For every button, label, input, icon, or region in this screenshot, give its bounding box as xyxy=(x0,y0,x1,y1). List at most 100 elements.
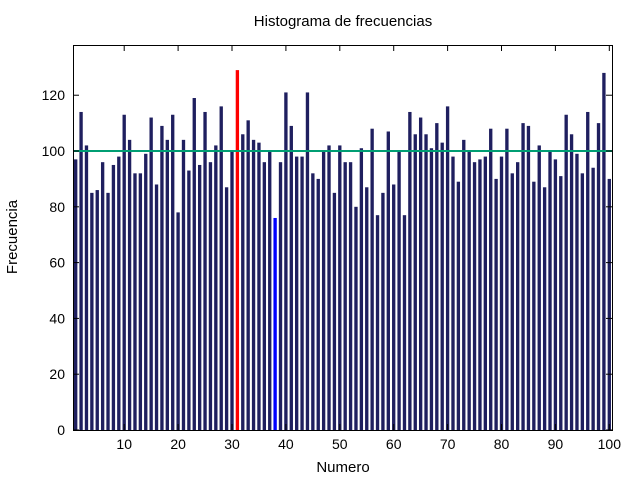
y-tick-label: 40 xyxy=(49,310,65,326)
bar-94 xyxy=(575,153,579,431)
bar-28 xyxy=(219,106,223,430)
bar-23 xyxy=(192,98,196,430)
bar-73 xyxy=(462,139,466,431)
bar-39 xyxy=(278,162,283,431)
bars-group xyxy=(74,70,611,431)
bar-92 xyxy=(564,114,568,430)
x-tick-label: 40 xyxy=(278,436,294,452)
bar-72 xyxy=(456,181,461,430)
bar-40 xyxy=(284,92,288,431)
bar-69 xyxy=(440,142,444,430)
bar-45 xyxy=(311,173,315,430)
x-tick-label: 50 xyxy=(332,436,348,452)
bar-46 xyxy=(316,178,320,430)
bar-3 xyxy=(84,145,89,430)
bar-35 xyxy=(257,142,261,430)
bar-55 xyxy=(365,187,369,430)
bar-79 xyxy=(494,178,498,430)
bar-27 xyxy=(214,145,218,430)
y-tick-label: 80 xyxy=(49,199,65,215)
bar-61 xyxy=(397,151,401,430)
bar-68 xyxy=(435,123,439,431)
bar-88 xyxy=(542,187,547,430)
x-tick-label: 10 xyxy=(116,436,132,452)
x-tick-label: 60 xyxy=(386,436,402,452)
bar-53 xyxy=(354,206,358,430)
bar-52 xyxy=(348,162,353,431)
bar-33 xyxy=(246,120,250,430)
bar-5 xyxy=(95,190,99,430)
bar-19 xyxy=(171,114,175,430)
bar-93 xyxy=(569,134,574,430)
bar-70 xyxy=(445,106,450,430)
bar-18 xyxy=(165,139,169,431)
y-tick-label: 100 xyxy=(42,143,66,159)
x-axis-ticks: 10 20 30 40 50 60 70 80 90 100 xyxy=(116,45,621,452)
bar-51 xyxy=(343,162,347,431)
bar-42 xyxy=(295,156,299,430)
bar-76 xyxy=(478,159,482,430)
bar-4 xyxy=(90,192,94,430)
bar-50 xyxy=(338,145,342,430)
bar-99 xyxy=(602,72,606,431)
bar-58 xyxy=(381,192,385,430)
bar-66 xyxy=(424,134,428,430)
bar-97 xyxy=(591,167,595,430)
bar-54 xyxy=(359,148,364,430)
bar-90 xyxy=(553,159,558,430)
bar-85 xyxy=(526,125,531,430)
y-tick-label: 20 xyxy=(49,366,65,382)
bar-96 xyxy=(586,111,590,431)
bar-16 xyxy=(154,184,159,430)
bar-57 xyxy=(375,215,380,430)
x-tick-label: 70 xyxy=(440,436,456,452)
bar-7 xyxy=(106,192,110,430)
bar-36 xyxy=(262,162,267,431)
bar-29 xyxy=(224,187,229,430)
bar-48 xyxy=(327,145,331,430)
x-tick-label: 30 xyxy=(224,436,240,452)
bar-47 xyxy=(321,151,326,430)
bar-22 xyxy=(187,170,191,431)
x-tick-label: 20 xyxy=(170,436,186,452)
y-tick-label: 0 xyxy=(57,422,65,438)
y-axis-label: Frecuencia xyxy=(4,199,21,274)
bar-44 xyxy=(305,92,310,431)
bar-77 xyxy=(483,156,487,430)
bar-25 xyxy=(203,111,207,431)
bar-80 xyxy=(499,156,504,430)
bar-60 xyxy=(392,184,396,430)
bar-1 xyxy=(74,159,78,430)
x-tick-label: 100 xyxy=(598,436,622,452)
bar-38 xyxy=(273,217,277,430)
bar-8 xyxy=(111,164,116,430)
bar-17 xyxy=(160,125,164,430)
bar-63 xyxy=(408,111,412,431)
bar-82 xyxy=(510,173,514,430)
bar-9 xyxy=(117,156,121,430)
bar-67 xyxy=(429,148,434,430)
bar-87 xyxy=(537,145,541,430)
bar-12 xyxy=(133,173,137,430)
x-axis-label: Numero xyxy=(316,459,369,476)
bar-91 xyxy=(559,176,563,430)
bar-84 xyxy=(521,123,525,431)
bar-24 xyxy=(197,164,202,430)
bar-43 xyxy=(300,156,304,430)
bar-59 xyxy=(386,131,390,431)
bar-83 xyxy=(516,162,520,431)
bar-98 xyxy=(596,123,601,431)
y-tick-label: 120 xyxy=(42,87,66,103)
x-tick-label: 80 xyxy=(494,436,510,452)
bar-37 xyxy=(268,151,272,430)
bar-71 xyxy=(451,156,455,430)
bar-26 xyxy=(208,162,213,431)
bar-15 xyxy=(149,117,153,430)
bar-10 xyxy=(122,114,126,430)
bar-14 xyxy=(144,153,148,431)
bar-74 xyxy=(467,151,471,430)
y-axis-ticks: 0 20 40 60 80 100 120 xyxy=(42,87,612,438)
bar-86 xyxy=(532,181,536,430)
bar-32 xyxy=(241,134,245,430)
